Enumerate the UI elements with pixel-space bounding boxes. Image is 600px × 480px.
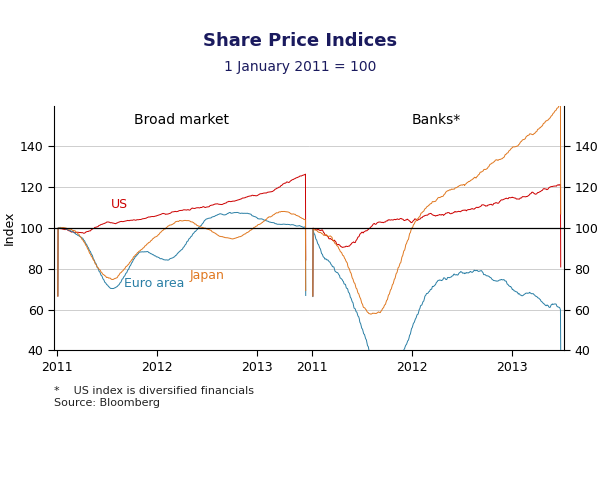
Text: Share Price Indices: Share Price Indices bbox=[203, 33, 397, 50]
Text: Euro area: Euro area bbox=[124, 277, 184, 290]
Text: *    US index is diversified financials
Source: Bloomberg: * US index is diversified financials Sou… bbox=[54, 386, 254, 408]
Y-axis label: Index: Index bbox=[2, 211, 16, 245]
Text: Broad market: Broad market bbox=[134, 113, 229, 127]
Text: 1 January 2011 = 100: 1 January 2011 = 100 bbox=[224, 60, 376, 74]
Text: Banks*: Banks* bbox=[412, 113, 461, 127]
Text: US: US bbox=[110, 198, 128, 211]
Text: Japan: Japan bbox=[190, 269, 225, 282]
